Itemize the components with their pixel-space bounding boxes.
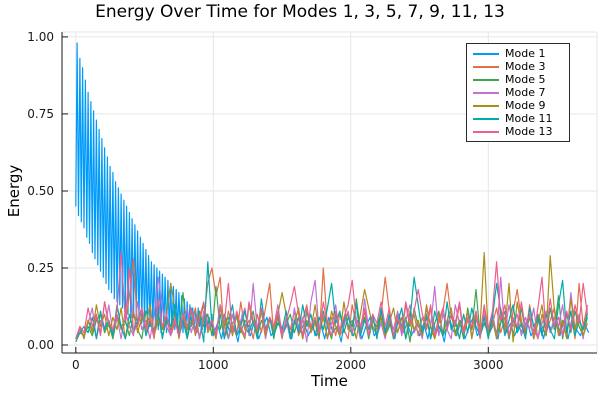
legend-line-sample: [473, 78, 499, 81]
legend-label: Mode 7: [505, 86, 546, 99]
y-tick-label: 1.00: [27, 30, 54, 44]
legend-line-sample: [473, 104, 499, 107]
y-tick-label: 0.00: [27, 338, 54, 352]
legend-item-mode-5: Mode 5: [473, 73, 564, 86]
x-tick-label: 3000: [473, 358, 504, 372]
legend-line-sample: [473, 52, 499, 55]
legend-label: Mode 1: [505, 47, 546, 60]
legend-item-mode-11: Mode 11: [473, 112, 564, 125]
legend-label: Mode 3: [505, 60, 546, 73]
series-line-mode-1: [75, 42, 590, 343]
x-tick-label: 0: [72, 358, 80, 372]
legend-label: Mode 11: [505, 112, 553, 125]
legend-item-mode-9: Mode 9: [473, 99, 564, 112]
x-tick-label: 2000: [336, 358, 367, 372]
chart-title: Energy Over Time for Modes 1, 3, 5, 7, 9…: [95, 2, 505, 22]
legend-item-mode-7: Mode 7: [473, 86, 564, 99]
legend-label: Mode 5: [505, 73, 546, 86]
y-tick-label: 0.25: [27, 261, 54, 275]
series-line-mode-13: [75, 252, 588, 339]
legend-item-mode-1: Mode 1: [473, 47, 564, 60]
y-tick-label: 0.50: [27, 184, 54, 198]
legend: Mode 1 Mode 3 Mode 5 Mode 7 Mode 9 Mode 11 Mod…: [466, 43, 570, 142]
legend-line-sample: [473, 130, 499, 133]
legend-line-sample: [473, 65, 499, 68]
legend-line-sample: [473, 117, 499, 120]
legend-label: Mode 13: [505, 125, 553, 138]
y-axis-label: Energy: [5, 164, 23, 218]
x-tick-label: 1000: [198, 358, 229, 372]
legend-item-mode-13: Mode 13: [473, 125, 564, 138]
series-line-mode-11: [75, 261, 588, 343]
legend-item-mode-3: Mode 3: [473, 60, 564, 73]
x-axis-label: Time: [311, 372, 348, 390]
y-tick-label: 0.75: [27, 107, 54, 121]
series-line-mode-7: [75, 276, 588, 343]
legend-line-sample: [473, 91, 499, 94]
legend-label: Mode 9: [505, 99, 546, 112]
